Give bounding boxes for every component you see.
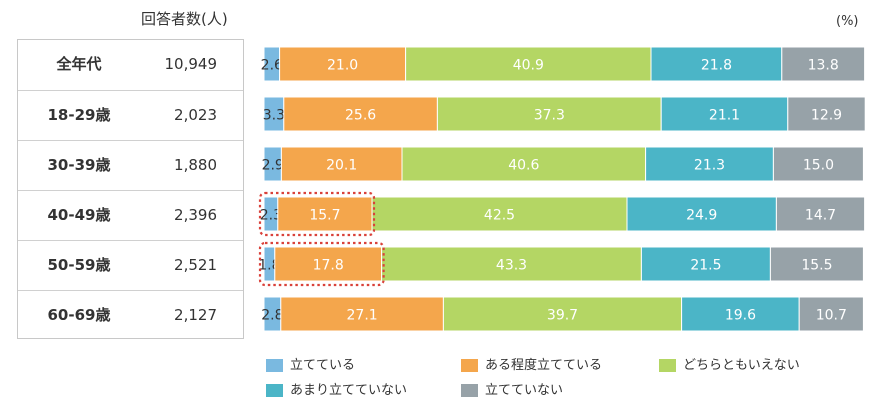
- respondent-count: 2,023: [174, 106, 217, 124]
- bar-segment: [371, 196, 628, 232]
- data-label: 39.7: [547, 308, 578, 324]
- data-label: 21.1: [709, 108, 740, 124]
- bar-segment: [280, 146, 403, 182]
- legend-label: どちらともいえない: [683, 358, 800, 373]
- bar-segment: [645, 146, 774, 182]
- respondent-count: 2,396: [174, 206, 217, 224]
- stacked-bar-chart: 2.6 21.0 40.9 21.8 13.8 3.3 25.6 37.3 21.1 12.9 2.…: [258, 46, 866, 332]
- bar-segment: [277, 196, 373, 232]
- age-group-label: 全年代: [56, 55, 102, 73]
- respondent-count: 2,521: [174, 256, 217, 274]
- data-label: 15.5: [801, 258, 832, 274]
- highlight-outline: [258, 191, 376, 237]
- age-group-label: 30-39歳: [47, 156, 111, 174]
- table-row: 30-39歳 1,880: [18, 140, 243, 190]
- data-label: 20.1: [326, 158, 357, 174]
- legend-swatch: [266, 384, 283, 397]
- legend-label: あまり立てていない: [290, 383, 408, 398]
- data-label: 17.8: [313, 258, 344, 274]
- data-label: 2.8: [261, 308, 283, 324]
- legend-label: 立てている: [290, 358, 356, 373]
- data-label: 14.7: [805, 208, 836, 224]
- bar-segment: [640, 246, 771, 282]
- bar-segment: [781, 46, 866, 82]
- data-label: 19.6: [725, 308, 756, 324]
- data-label: 2.6: [261, 58, 283, 74]
- data-label: 2.9: [262, 158, 284, 174]
- respondent-count: 1,880: [174, 156, 217, 174]
- respondent-count: 2,127: [174, 306, 217, 324]
- data-label: 24.9: [686, 208, 717, 224]
- respondent-count-header: 回答者数(人): [141, 10, 228, 28]
- bar-segment: [442, 296, 683, 332]
- data-label: 42.5: [484, 208, 515, 224]
- highlight-outline: [258, 241, 385, 287]
- data-label: 21.8: [701, 58, 732, 74]
- data-label: 15.0: [803, 158, 834, 174]
- legend-label: ある程度立てている: [485, 358, 603, 373]
- age-group-label: 50-59歳: [47, 256, 111, 274]
- data-label: 21.0: [327, 58, 358, 74]
- data-label: 21.3: [694, 158, 725, 174]
- data-label: 3.3: [263, 108, 285, 124]
- respondent-count: 10,949: [164, 55, 218, 73]
- bar-segment: [401, 146, 647, 182]
- data-label: 13.8: [808, 58, 839, 74]
- data-label: 40.9: [513, 58, 544, 74]
- legend-label: 立てていない: [485, 383, 564, 398]
- data-label: 43.3: [496, 258, 527, 274]
- bar-segment: [769, 246, 864, 282]
- legend-swatch: [461, 359, 478, 372]
- bar-segment: [650, 46, 783, 82]
- table-row: 50-59歳 2,521: [18, 240, 243, 290]
- bar-segment: [381, 246, 642, 282]
- respondent-table: 全年代 10,949 18-29歳 2,023 30-39歳 1,880 40-…: [17, 39, 244, 339]
- data-label: 25.6: [345, 108, 376, 124]
- data-label: 15.7: [309, 208, 340, 224]
- bar-segment: [772, 146, 864, 182]
- age-group-label: 60-69歳: [47, 306, 111, 324]
- table-row: 18-29歳 2,023: [18, 90, 243, 140]
- bar-segment: [787, 96, 866, 132]
- data-label: 21.5: [690, 258, 721, 274]
- bar-segment: [681, 296, 800, 332]
- bar-segment: [798, 296, 864, 332]
- table-row: 全年代 10,949: [18, 40, 243, 90]
- age-group-label: 40-49歳: [47, 206, 111, 224]
- data-label: 2.3: [260, 208, 282, 224]
- data-label: 37.3: [534, 108, 565, 124]
- age-group-label: 18-29歳: [47, 106, 111, 124]
- bar-segment: [274, 246, 383, 282]
- legend-swatch: [659, 359, 676, 372]
- legend-swatch: [461, 384, 478, 397]
- bar-segment: [279, 46, 407, 82]
- table-row: 40-49歳 2,396: [18, 190, 243, 240]
- bar-segment: [280, 296, 444, 332]
- legend: 立てている ある程度立てている どちらともいえない あまり立てていない 立ててい…: [266, 357, 866, 401]
- bar-segment: [775, 196, 866, 232]
- data-label: 27.1: [347, 308, 378, 324]
- bar-segment: [660, 96, 789, 132]
- bar-segment: [436, 96, 662, 132]
- legend-swatch: [266, 359, 283, 372]
- table-row: 60-69歳 2,127: [18, 290, 243, 340]
- data-label: 40.6: [508, 158, 539, 174]
- bar-segment: [283, 96, 438, 132]
- bar-segment: [626, 196, 777, 232]
- data-label: 12.9: [811, 108, 842, 124]
- data-label: 10.7: [816, 308, 847, 324]
- unit-label: (%): [836, 14, 859, 29]
